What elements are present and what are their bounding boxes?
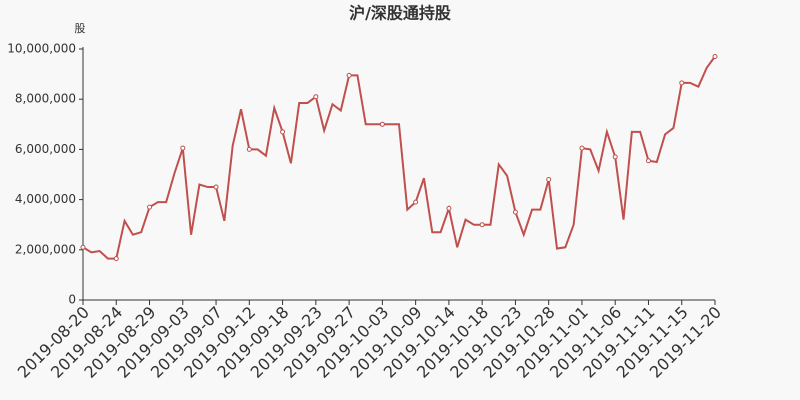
point-marker bbox=[147, 204, 153, 210]
point-marker bbox=[280, 129, 286, 135]
point-marker bbox=[213, 184, 219, 190]
point-marker bbox=[346, 72, 352, 78]
point-marker bbox=[180, 145, 186, 151]
point-marker bbox=[546, 177, 552, 183]
chart-title: 沪/深股通持股 bbox=[349, 4, 452, 23]
line-series bbox=[82, 55, 716, 260]
y-tick-label: 4,000,000 bbox=[15, 192, 76, 206]
point-marker bbox=[413, 199, 419, 205]
y-tick-label: 8,000,000 bbox=[15, 92, 76, 106]
point-marker bbox=[479, 222, 485, 228]
point-marker bbox=[446, 205, 452, 211]
y-tick-label: 6,000,000 bbox=[15, 142, 76, 156]
point-marker bbox=[379, 121, 385, 127]
point-marker bbox=[80, 244, 86, 250]
y-tick-label: 0 bbox=[68, 293, 76, 307]
point-marker bbox=[612, 154, 618, 160]
point-marker bbox=[712, 54, 718, 60]
point-marker bbox=[579, 145, 585, 151]
y-tick-label: 2,000,000 bbox=[15, 242, 76, 256]
point-marker bbox=[679, 80, 685, 86]
point-marker bbox=[113, 256, 119, 262]
point-marker bbox=[645, 158, 651, 164]
y-tick-label: 10,000,000 bbox=[7, 42, 76, 56]
point-marker bbox=[512, 209, 518, 215]
point-marker bbox=[246, 146, 252, 152]
point-marker bbox=[313, 94, 319, 100]
y-axis-label: 股 bbox=[75, 22, 86, 35]
